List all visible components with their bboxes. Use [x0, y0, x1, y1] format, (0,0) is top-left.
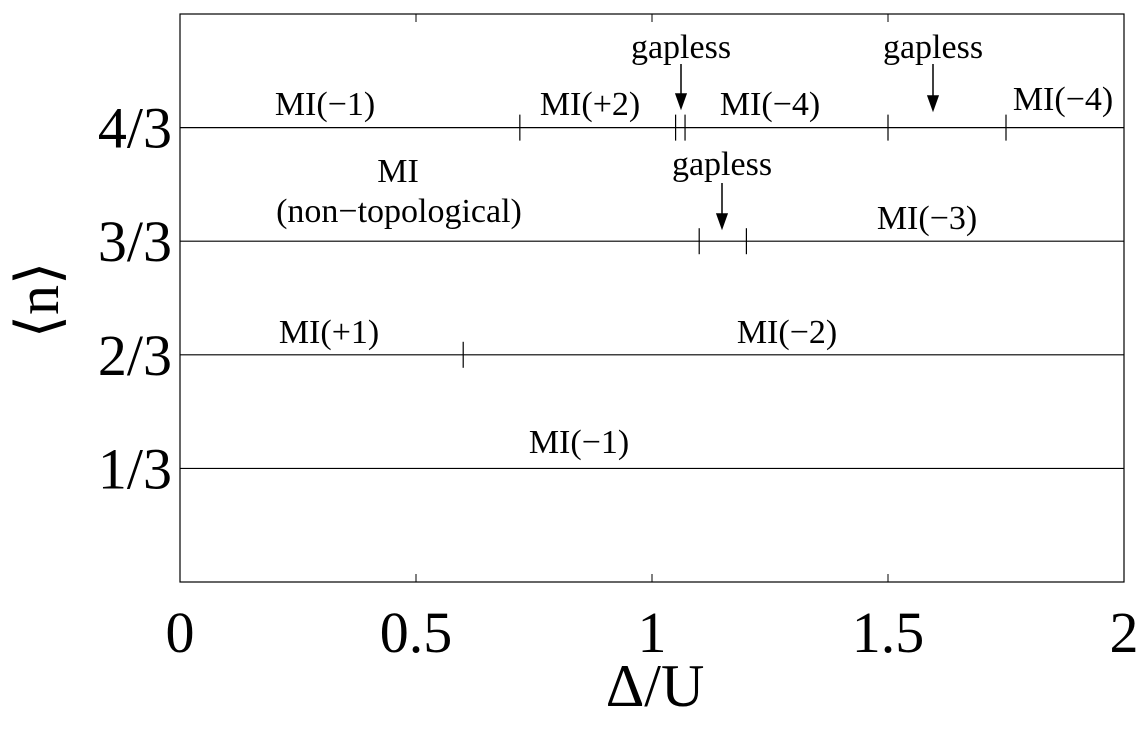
- annotation: MI(−2): [737, 314, 837, 351]
- x-tick-label: 0: [166, 600, 195, 665]
- annotation: MI: [377, 153, 419, 190]
- annotation: MI(−3): [877, 200, 977, 237]
- y-tick-label: 1/3: [98, 436, 172, 501]
- y-tick-label: 2/3: [98, 323, 172, 388]
- x-tick-label: 1: [638, 600, 667, 665]
- arrow-head: [926, 95, 940, 113]
- x-tick-label: 2: [1110, 600, 1139, 665]
- y-tick-label: 3/3: [98, 209, 172, 274]
- x-axis-title: Δ/U: [606, 653, 705, 719]
- annotation: MI(−4): [720, 86, 820, 123]
- annotation: MI(−4): [1013, 81, 1113, 118]
- annotation: gapless: [672, 146, 772, 183]
- arrows: [674, 64, 940, 231]
- y-axis-title: ⟨n⟩: [5, 262, 71, 339]
- annotation: MI(+2): [540, 86, 640, 123]
- annotation: (non−topological): [276, 193, 522, 230]
- annotation: gapless: [883, 29, 983, 66]
- x-tick-label: 1.5: [852, 600, 925, 665]
- arrow-head: [674, 93, 688, 111]
- annotation: MI(+1): [279, 314, 379, 351]
- x-tick-label: 0.5: [380, 600, 453, 665]
- arrow-head: [715, 213, 729, 231]
- annotation: MI(−1): [529, 424, 629, 461]
- annotation: MI(−1): [275, 86, 375, 123]
- y-tick-label: 4/3: [98, 96, 172, 161]
- annotation: gapless: [631, 29, 731, 66]
